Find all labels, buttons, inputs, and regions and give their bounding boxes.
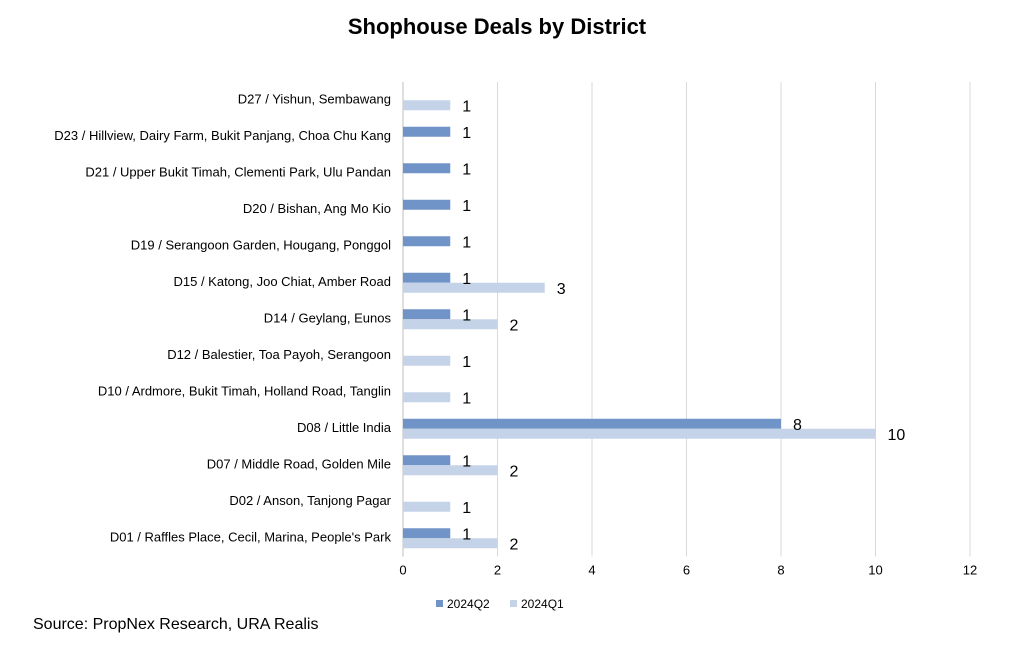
category-label: D15 / Katong, Joo Chiat, Amber Road bbox=[173, 274, 391, 289]
bar-2024q1 bbox=[403, 538, 498, 549]
bar-2024q1 bbox=[403, 100, 451, 111]
category-label: D08 / Little India bbox=[297, 420, 392, 435]
data-label: 8 bbox=[793, 417, 802, 434]
bar-2024q2 bbox=[403, 272, 451, 283]
x-tick-labels: 0 2 4 6 8 10 12 bbox=[399, 563, 977, 578]
bar-2024q1 bbox=[403, 282, 545, 293]
x-tick-label: 4 bbox=[588, 563, 595, 578]
bar-2024q1 bbox=[403, 392, 451, 403]
category-label: D01 / Raffles Place, Cecil, Marina, Peop… bbox=[110, 529, 392, 544]
bar-2024q2 bbox=[403, 309, 451, 320]
data-label: 2 bbox=[510, 536, 519, 553]
category-label: D14 / Geylang, Eunos bbox=[264, 310, 392, 325]
data-label: 3 bbox=[557, 281, 566, 298]
bar-2024q2 bbox=[403, 199, 451, 210]
legend-swatch bbox=[510, 600, 517, 607]
source-note: Source: PropNex Research, URA Realis bbox=[33, 616, 319, 633]
category-label: D02 / Anson, Tanjong Pagar bbox=[229, 493, 391, 508]
category-label: D19 / Serangoon Garden, Hougang, Ponggol bbox=[131, 237, 391, 252]
bar-2024q1 bbox=[403, 428, 876, 439]
bar-2024q2 bbox=[403, 528, 451, 539]
bar-2024q2 bbox=[403, 236, 451, 247]
bar-2024q1 bbox=[403, 355, 451, 366]
data-label: 1 bbox=[462, 526, 471, 543]
category-label: D12 / Balestier, Toa Payoh, Serangoon bbox=[167, 347, 391, 362]
data-labels: 1 1 1 1 1 1 8 1 1 1 3 2 1 1 10 2 1 2 bbox=[462, 98, 905, 553]
x-tick-label: 6 bbox=[683, 563, 690, 578]
category-label: D21 / Upper Bukit Timah, Clementi Park, … bbox=[85, 164, 391, 179]
x-tick-label: 8 bbox=[777, 563, 784, 578]
bar-2024q2 bbox=[403, 126, 451, 137]
bar-2024q1 bbox=[403, 465, 498, 476]
legend-label: 2024Q2 bbox=[447, 597, 490, 611]
gridlines bbox=[402, 82, 971, 557]
category-label: D23 / Hillview, Dairy Farm, Bukit Panjan… bbox=[54, 128, 391, 143]
legend-label: 2024Q1 bbox=[521, 597, 564, 611]
data-label: 1 bbox=[462, 354, 471, 371]
data-label: 1 bbox=[462, 390, 471, 407]
data-label: 1 bbox=[462, 271, 471, 288]
data-label: 1 bbox=[462, 125, 471, 142]
data-label: 2 bbox=[510, 463, 519, 480]
category-label: D07 / Middle Road, Golden Mile bbox=[207, 456, 391, 471]
data-label: 1 bbox=[462, 500, 471, 517]
data-label: 1 bbox=[462, 98, 471, 115]
data-label: 1 bbox=[462, 234, 471, 251]
x-tick-label: 12 bbox=[963, 563, 977, 578]
bars bbox=[403, 100, 876, 549]
bar-2024q2 bbox=[403, 163, 451, 174]
bar-2024q2 bbox=[403, 455, 451, 466]
bar-2024q1 bbox=[403, 501, 451, 512]
x-tick-label: 10 bbox=[868, 563, 882, 578]
chart-title: Shophouse Deals by District bbox=[348, 14, 647, 39]
x-tick-label: 0 bbox=[399, 563, 406, 578]
legend-swatch bbox=[436, 600, 443, 607]
x-tick-label: 2 bbox=[494, 563, 501, 578]
data-label: 1 bbox=[462, 161, 471, 178]
legend: 2024Q2 2024Q1 bbox=[436, 597, 564, 611]
data-label: 1 bbox=[462, 198, 471, 215]
data-label: 10 bbox=[888, 427, 906, 444]
data-label: 1 bbox=[462, 453, 471, 470]
category-label: D10 / Ardmore, Bukit Timah, Holland Road… bbox=[98, 383, 391, 398]
category-labels: D27 / Yishun, Sembawang D23 / Hillview, D… bbox=[54, 91, 391, 544]
data-label: 1 bbox=[462, 307, 471, 324]
category-label: D20 / Bishan, Ang Mo Kio bbox=[243, 201, 391, 216]
bar-2024q2 bbox=[403, 418, 781, 429]
data-label: 2 bbox=[510, 317, 519, 334]
category-label: D27 / Yishun, Sembawang bbox=[238, 91, 391, 106]
bar-2024q1 bbox=[403, 319, 498, 330]
